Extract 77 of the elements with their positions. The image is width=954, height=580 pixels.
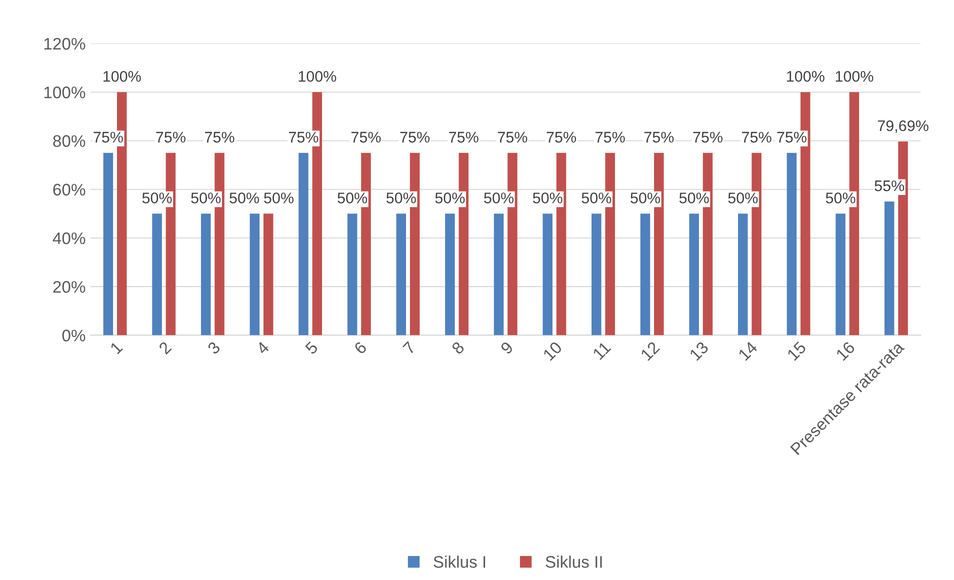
bar	[347, 214, 358, 336]
data-label: 50%	[630, 192, 660, 204]
bar	[250, 214, 260, 336]
bar	[200, 214, 211, 336]
x-tick-label: 14	[738, 340, 758, 361]
data-label: 75%	[546, 132, 576, 143]
data-label: 75%	[777, 132, 806, 143]
data-label: 50%	[264, 192, 294, 204]
x-tick-label: 9	[500, 340, 514, 355]
data-label: 50%	[435, 192, 465, 204]
y-tick-label: 80%	[53, 135, 86, 147]
data-label: 79,69%	[878, 120, 928, 133]
bar	[884, 202, 894, 336]
x-tick-label: 7	[402, 341, 416, 355]
y-tick-label: 20%	[53, 281, 86, 293]
bar	[263, 214, 274, 336]
x-tick-label: 16	[835, 340, 856, 361]
bar	[836, 214, 846, 336]
data-label: 75%	[94, 132, 123, 143]
data-label: 75%	[693, 132, 722, 143]
x-tick-label: 4	[256, 340, 270, 355]
bar	[689, 214, 699, 336]
data-label: 50%	[728, 192, 758, 204]
data-label: 100%	[104, 70, 141, 82]
data-label: 75%	[644, 132, 674, 143]
data-label: 75%	[156, 132, 186, 143]
x-tick-label: 6	[354, 340, 368, 355]
y-tick-label: 100%	[44, 86, 86, 98]
data-label: 55%	[874, 180, 904, 192]
data-label: 75%	[205, 132, 234, 143]
data-label: 50%	[532, 192, 562, 204]
bar	[592, 214, 602, 336]
data-label: 50%	[191, 192, 221, 204]
y-tick-label: 40%	[52, 232, 86, 244]
bar	[494, 214, 504, 336]
data-label: 50%	[142, 192, 172, 204]
data-label: 75%	[288, 132, 318, 143]
y-tick-label: 0%	[62, 330, 86, 342]
x-tick-label: 11	[592, 341, 612, 360]
bar	[786, 152, 797, 336]
bar	[103, 152, 114, 336]
data-label: 75%	[498, 132, 528, 143]
data-label: 100%	[836, 70, 874, 82]
y-tick-label: 120%	[44, 38, 86, 50]
data-label: 75%	[351, 132, 381, 143]
x-tick-label: 1	[110, 341, 124, 354]
legend-label: Siklus I	[434, 556, 486, 568]
data-label: 75%	[400, 132, 430, 143]
data-label: 100%	[298, 70, 336, 82]
y-tick-label: 60%	[53, 184, 86, 196]
bar	[445, 214, 455, 336]
x-tick-label: 8	[451, 340, 465, 355]
bar	[298, 152, 308, 336]
data-label: 50%	[230, 192, 260, 204]
x-tick-label: 10	[542, 340, 563, 361]
data-label: 100%	[787, 70, 824, 82]
x-tick-label: 5	[304, 341, 318, 355]
data-label: 50%	[679, 192, 709, 204]
bar	[152, 214, 162, 336]
data-label: 50%	[484, 192, 514, 204]
data-label: 50%	[386, 192, 416, 204]
data-label: 50%	[826, 192, 856, 204]
data-label: 50%	[582, 192, 612, 204]
bar	[738, 214, 748, 336]
x-tick-label: 3	[206, 340, 221, 355]
data-label: 50%	[338, 192, 368, 204]
data-label: 75%	[596, 132, 625, 143]
bar	[396, 214, 406, 336]
data-label: 75%	[742, 132, 772, 143]
x-tick-label: 15	[786, 341, 807, 361]
x-tick-label: 2	[158, 341, 172, 355]
legend-label: Siklus II	[546, 556, 602, 568]
bar	[542, 214, 552, 336]
x-tick-label: 13	[689, 340, 710, 361]
bar	[640, 214, 650, 336]
data-label: 75%	[449, 132, 478, 143]
x-tick-label: 12	[640, 341, 660, 361]
